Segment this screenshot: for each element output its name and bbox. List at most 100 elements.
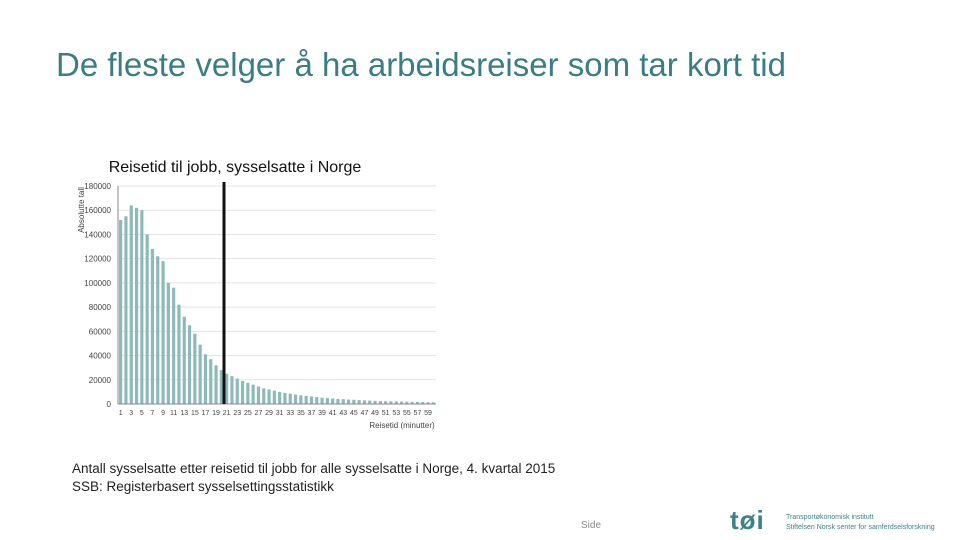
bar [421,402,425,404]
footnote-description: Antall sysselsatte etter reisetid til jo… [72,461,556,476]
bar [193,333,197,404]
slide-title: De fleste velger å ha arbeidsreiser som … [56,46,786,83]
bar [315,397,319,404]
x-tick-label: 29 [265,410,273,417]
bar [209,359,213,404]
bar [182,316,186,404]
bar [399,401,404,404]
x-tick-label: 43 [339,410,347,417]
bar [214,365,218,404]
y-tick-label: 20000 [89,376,112,385]
bar [378,401,382,404]
bar [373,400,377,404]
bar [431,402,435,404]
footnote-source: SSB: Registerbasert sysselsettingsstatis… [72,479,334,494]
chart-title: Reisetid til jobb, sysselsatte i Norge [109,159,362,176]
y-tick-label: 40000 [89,352,112,361]
footnote: Antall sysselsatte etter reisetid til jo… [72,460,555,496]
logo-line2: Stiftelsen Norsk senter for samferdselsf… [786,524,935,531]
x-axis-label: Reisetid (minutter) [369,421,435,430]
bar [415,401,420,404]
bar [198,344,202,404]
bar [331,398,335,404]
x-tick-label: 25 [244,410,252,417]
bar [203,354,208,404]
bar [410,401,414,404]
x-tick-label: 17 [202,410,210,417]
x-tick-label: 11 [170,410,177,417]
logo-mark: tøi [730,505,765,535]
x-tick-label: 41 [329,410,337,417]
bar [299,395,303,404]
x-tick-label: 1 [119,410,123,417]
bar [267,389,271,404]
x-tick-label: 57 [414,410,422,417]
x-tick-labels: 1 3 5 7 9 11 13 15 17 19 21 23 25 27 29 31 33 35 37 39 41 43 4… [119,410,432,417]
bar [235,378,239,404]
bar [129,205,133,404]
x-tick-label: 39 [318,410,326,417]
y-axis-label: Absolutte tall [77,187,86,233]
bar [389,401,393,404]
y-tick-label: 140000 [84,230,111,239]
x-tick-label: 49 [371,410,379,417]
x-tick-label: 5 [140,410,144,417]
bar [172,287,176,404]
x-tick-label: 35 [297,410,305,417]
page-label: Side [581,520,602,531]
y-tick-labels: 0 20000 40000 60000 80000 100000 120000 140000 1… [84,182,111,409]
bar [230,376,234,404]
bar [357,400,361,404]
bar [251,384,255,404]
toi-logo: tøi Transportøkonomisk institutt Stiftel… [730,506,955,536]
x-tick-label: 21 [223,410,231,417]
x-tick-label: 9 [161,410,165,417]
bar [272,390,276,404]
gridlines [118,185,436,381]
logo-line1: Transportøkonomisk institutt [786,514,874,521]
bar [293,394,298,404]
bar [119,219,123,404]
x-tick-label: 23 [233,410,241,417]
bar [346,399,351,404]
y-tick-label: 60000 [89,327,112,336]
bar [325,398,329,404]
bars [119,205,435,404]
x-tick-label: 19 [212,410,220,417]
y-tick-label: 80000 [89,303,112,312]
bar [145,234,149,404]
bar [246,382,250,404]
bar [262,388,266,404]
y-tick-label: 120000 [84,255,111,264]
bar [362,400,367,404]
bar [278,391,282,404]
bar [156,256,160,404]
bar [187,325,192,404]
x-tick-label: 47 [361,410,369,417]
x-tick-label: 31 [276,410,284,417]
bar [405,401,409,404]
bar [140,210,144,404]
y-tick-label: 180000 [84,182,111,191]
y-tick-label: 160000 [84,206,111,215]
x-tick-label: 3 [129,410,133,417]
bar [219,370,223,404]
x-tick-label: 13 [180,410,188,417]
x-tick-label: 53 [392,410,400,417]
bar [256,386,261,404]
bar [341,399,345,404]
x-tick-label: 27 [255,410,263,417]
bar [394,401,398,404]
bar [426,402,430,404]
x-tick-label: 45 [350,410,358,417]
bar [134,207,139,404]
bar [161,261,165,404]
bar [166,282,170,404]
x-tick-label: 15 [191,410,199,417]
bar [240,380,245,404]
bar [124,216,128,404]
y-tick-label: 0 [107,400,112,409]
bar [283,392,287,404]
x-tick-label: 55 [403,410,411,417]
